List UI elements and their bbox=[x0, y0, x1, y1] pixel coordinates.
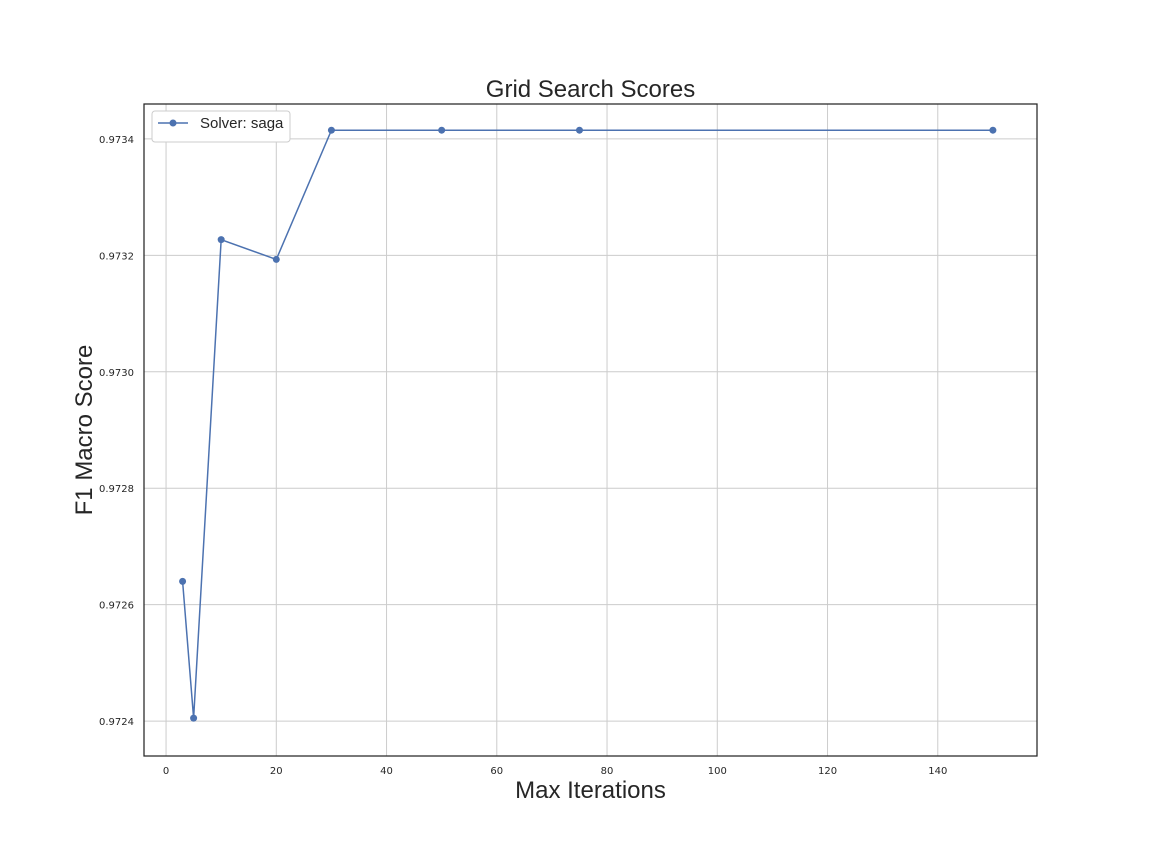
data-point bbox=[190, 714, 198, 722]
x-tick-label: 40 bbox=[380, 766, 393, 777]
y-tick-label: 0.9726 bbox=[99, 601, 134, 612]
y-tick-label: 0.9730 bbox=[99, 368, 134, 379]
plot-frame bbox=[143, 103, 1038, 757]
y-tick-label: 0.9734 bbox=[99, 135, 134, 146]
y-axis-title: F1 Macro Score bbox=[71, 345, 98, 516]
data-point bbox=[272, 255, 280, 263]
y-axis-ticks: 0.9724 0.9726 0.9728 0.9730 0.9732 0.9734 bbox=[99, 135, 134, 728]
x-tick-label: 20 bbox=[270, 766, 283, 777]
data-point bbox=[327, 126, 335, 134]
legend: Solver: saga bbox=[151, 110, 291, 143]
x-axis-ticks: 0 20 40 60 80 100 120 140 bbox=[163, 766, 947, 777]
chart-title: Grid Search Scores bbox=[486, 76, 695, 103]
grid-lines bbox=[144, 104, 1037, 756]
data-point bbox=[179, 577, 187, 585]
data-point bbox=[989, 126, 997, 134]
legend-marker-swatch bbox=[169, 119, 177, 127]
x-tick-label: 60 bbox=[490, 766, 503, 777]
data-point bbox=[575, 126, 583, 134]
series-line bbox=[181, 129, 993, 719]
legend-label: Solver: saga bbox=[200, 115, 284, 132]
data-point bbox=[217, 236, 225, 244]
x-tick-label: 100 bbox=[708, 766, 727, 777]
x-tick-label: 120 bbox=[818, 766, 837, 777]
series-layer bbox=[179, 126, 997, 722]
data-point bbox=[438, 126, 446, 134]
y-tick-label: 0.9724 bbox=[99, 717, 134, 728]
x-tick-label: 140 bbox=[928, 766, 947, 777]
x-axis-title: Max Iterations bbox=[515, 777, 666, 804]
legend-box bbox=[151, 110, 291, 143]
y-tick-label: 0.9728 bbox=[99, 484, 134, 495]
x-tick-label: 0 bbox=[163, 766, 169, 777]
y-tick-label: 0.9732 bbox=[99, 251, 134, 262]
x-tick-label: 80 bbox=[601, 766, 614, 777]
